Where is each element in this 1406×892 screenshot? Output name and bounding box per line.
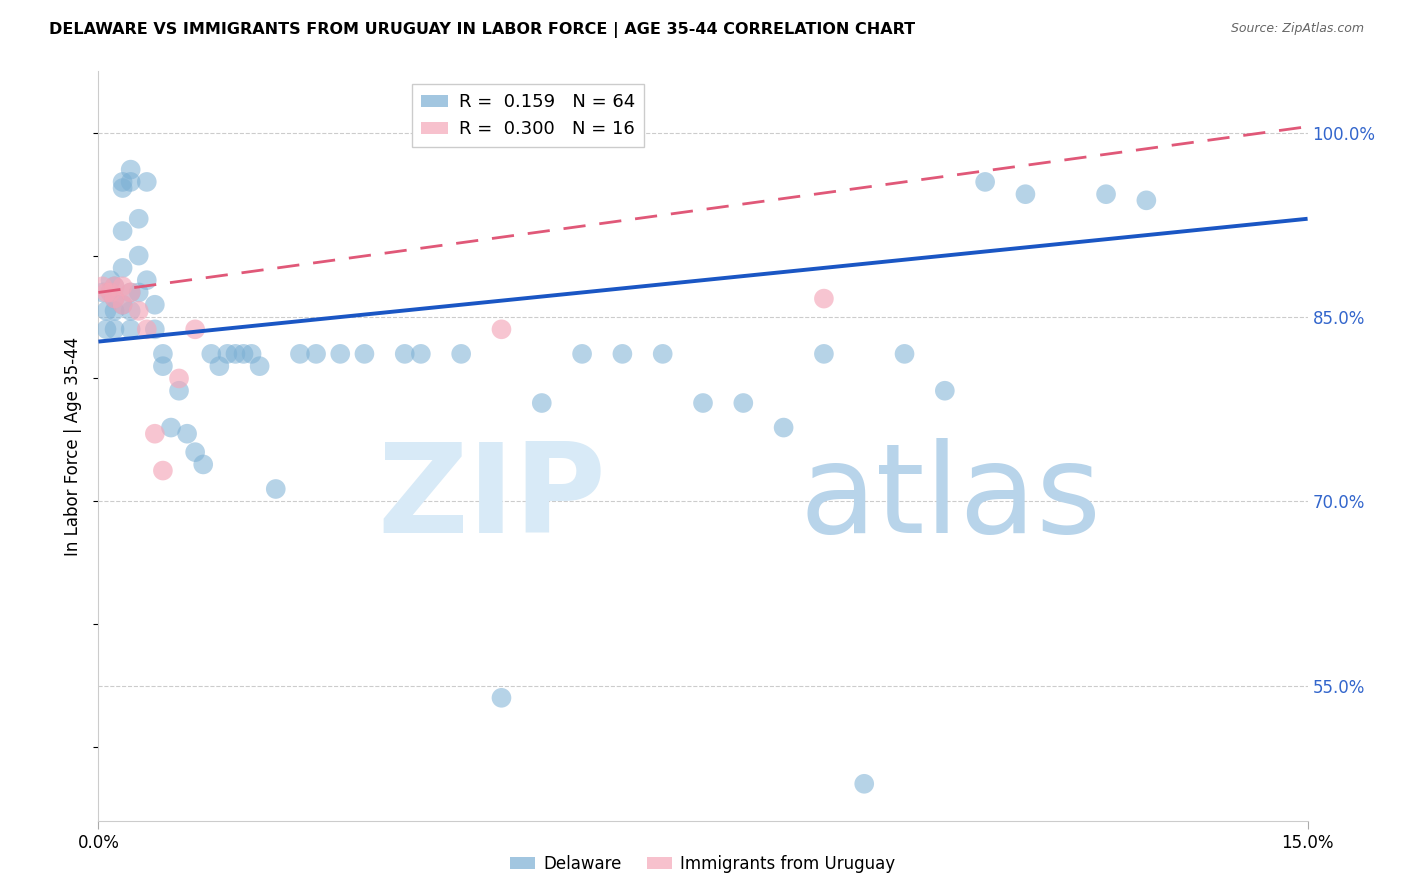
Point — [91, 279, 114, 293]
Text: ZIP: ZIP — [378, 438, 606, 559]
Y-axis label: In Labor Force | Age 35-44: In Labor Force | Age 35-44 — [65, 336, 83, 556]
Text: atlas: atlas — [800, 438, 1102, 559]
Point — [353, 347, 375, 361]
Text: Source: ZipAtlas.com: Source: ZipAtlas.com — [1230, 22, 1364, 36]
Point — [167, 371, 190, 385]
Point — [232, 347, 254, 361]
Point — [111, 298, 134, 312]
Point — [135, 322, 157, 336]
Point — [128, 249, 150, 263]
Point — [772, 420, 794, 434]
Point — [103, 292, 125, 306]
Point — [208, 359, 231, 373]
Point — [733, 396, 755, 410]
Point — [91, 285, 114, 300]
Point — [240, 347, 263, 361]
Point — [143, 426, 166, 441]
Point — [571, 347, 593, 361]
Legend: R =  0.159   N = 64, R =  0.300   N = 16: R = 0.159 N = 64, R = 0.300 N = 16 — [412, 84, 644, 147]
Point — [305, 347, 328, 361]
Point — [128, 285, 150, 300]
Point — [1135, 194, 1157, 208]
Point — [491, 322, 513, 336]
Point — [288, 347, 311, 361]
Point — [409, 347, 432, 361]
Point — [120, 285, 142, 300]
Point — [329, 347, 352, 361]
Point — [813, 347, 835, 361]
Point — [100, 285, 122, 300]
Point — [1095, 187, 1118, 202]
Point — [200, 347, 222, 361]
Point — [152, 347, 174, 361]
Point — [491, 690, 513, 705]
Point — [934, 384, 956, 398]
Point — [96, 304, 118, 318]
Point — [893, 347, 915, 361]
Point — [120, 175, 142, 189]
Point — [135, 273, 157, 287]
Point — [120, 322, 142, 336]
Point — [143, 298, 166, 312]
Text: DELAWARE VS IMMIGRANTS FROM URUGUAY IN LABOR FORCE | AGE 35-44 CORRELATION CHART: DELAWARE VS IMMIGRANTS FROM URUGUAY IN L… — [49, 22, 915, 38]
Point — [103, 292, 125, 306]
Point — [167, 384, 190, 398]
Point — [103, 304, 125, 318]
Point — [120, 285, 142, 300]
Point — [103, 279, 125, 293]
Point — [853, 777, 876, 791]
Point — [111, 279, 134, 293]
Point — [249, 359, 271, 373]
Legend: Delaware, Immigrants from Uruguay: Delaware, Immigrants from Uruguay — [503, 848, 903, 880]
Point — [651, 347, 673, 361]
Point — [974, 175, 997, 189]
Point — [128, 211, 150, 226]
Point — [111, 224, 134, 238]
Point — [152, 464, 174, 478]
Point — [111, 175, 134, 189]
Point — [152, 359, 174, 373]
Point — [100, 285, 122, 300]
Point — [813, 292, 835, 306]
Point — [264, 482, 287, 496]
Point — [176, 426, 198, 441]
Point — [217, 347, 239, 361]
Point — [143, 322, 166, 336]
Point — [394, 347, 416, 361]
Point — [120, 304, 142, 318]
Point — [692, 396, 714, 410]
Point — [160, 420, 183, 434]
Point — [100, 273, 122, 287]
Point — [111, 260, 134, 275]
Point — [111, 181, 134, 195]
Point — [193, 458, 215, 472]
Point — [96, 322, 118, 336]
Point — [103, 322, 125, 336]
Point — [96, 285, 118, 300]
Point — [184, 445, 207, 459]
Point — [184, 322, 207, 336]
Point — [224, 347, 246, 361]
Point — [111, 298, 134, 312]
Point — [135, 175, 157, 189]
Point — [120, 162, 142, 177]
Point — [1014, 187, 1036, 202]
Point — [128, 304, 150, 318]
Point — [612, 347, 634, 361]
Point — [450, 347, 472, 361]
Point — [103, 279, 125, 293]
Point — [530, 396, 553, 410]
